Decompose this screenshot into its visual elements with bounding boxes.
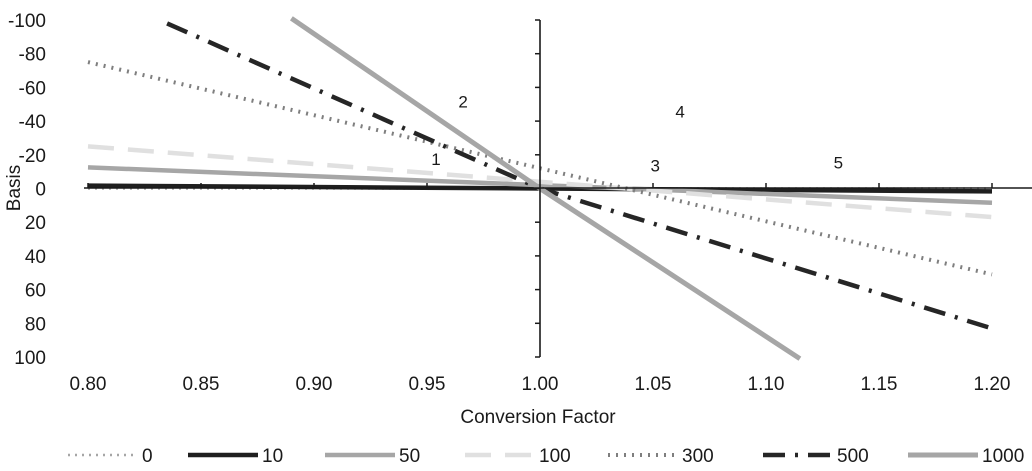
- y-tick-label: 60: [25, 281, 46, 302]
- y-tick-labels: -100 -80 -60 -40 -20 0 20 40 60 80 100: [8, 11, 46, 369]
- y-tick-label: 40: [25, 247, 46, 268]
- x-tick-label: 1.00: [522, 374, 559, 395]
- y-axis-title: Basis: [4, 165, 25, 211]
- annotation-2: 2: [458, 93, 467, 112]
- x-tick-label: 1.15: [861, 374, 898, 395]
- legend-label-10: 10: [262, 446, 283, 467]
- legend-label-50: 50: [399, 446, 420, 467]
- x-tick-labels: 0.80 0.85 0.90 0.95 1.00 1.05 1.10 1.15 1.20: [70, 374, 1011, 395]
- legend-label-1000: 1000: [982, 446, 1024, 467]
- x-tick-label: 0.85: [183, 374, 220, 395]
- y-tick-label: -80: [19, 45, 46, 66]
- legend-label-0: 0: [142, 446, 153, 467]
- x-tick-label: 1.20: [974, 374, 1011, 395]
- x-tick-label: 0.80: [70, 374, 107, 395]
- x-tick-label: 1.10: [748, 374, 785, 395]
- annotation-4: 4: [675, 103, 684, 122]
- y-tick-label: -40: [19, 112, 46, 133]
- y-tick-label: -20: [19, 146, 46, 167]
- x-axis-title: Conversion Factor: [460, 407, 616, 428]
- y-tick-label: 80: [25, 314, 46, 335]
- legend-label-300: 300: [682, 446, 714, 467]
- y-tick-label: -100: [8, 11, 46, 32]
- y-tick-label: 0: [35, 180, 46, 201]
- legend-label-100: 100: [539, 446, 571, 467]
- x-tick-label: 1.05: [635, 374, 672, 395]
- annotation-1: 1: [431, 150, 440, 169]
- annotations: 1 2 3 4 5: [431, 93, 843, 176]
- y-tick-label: 20: [25, 213, 46, 234]
- x-tick-label: 0.95: [409, 374, 446, 395]
- x-tick-label: 0.90: [296, 374, 333, 395]
- legend: 0 10 50 100 300 500 1000: [68, 446, 1024, 467]
- y-tick-label: 100: [14, 348, 46, 369]
- legend-label-500: 500: [837, 446, 869, 467]
- y-tick-label: -60: [19, 78, 46, 99]
- axes: [84, 19, 1032, 358]
- annotation-5: 5: [834, 153, 843, 172]
- annotation-3: 3: [651, 157, 660, 176]
